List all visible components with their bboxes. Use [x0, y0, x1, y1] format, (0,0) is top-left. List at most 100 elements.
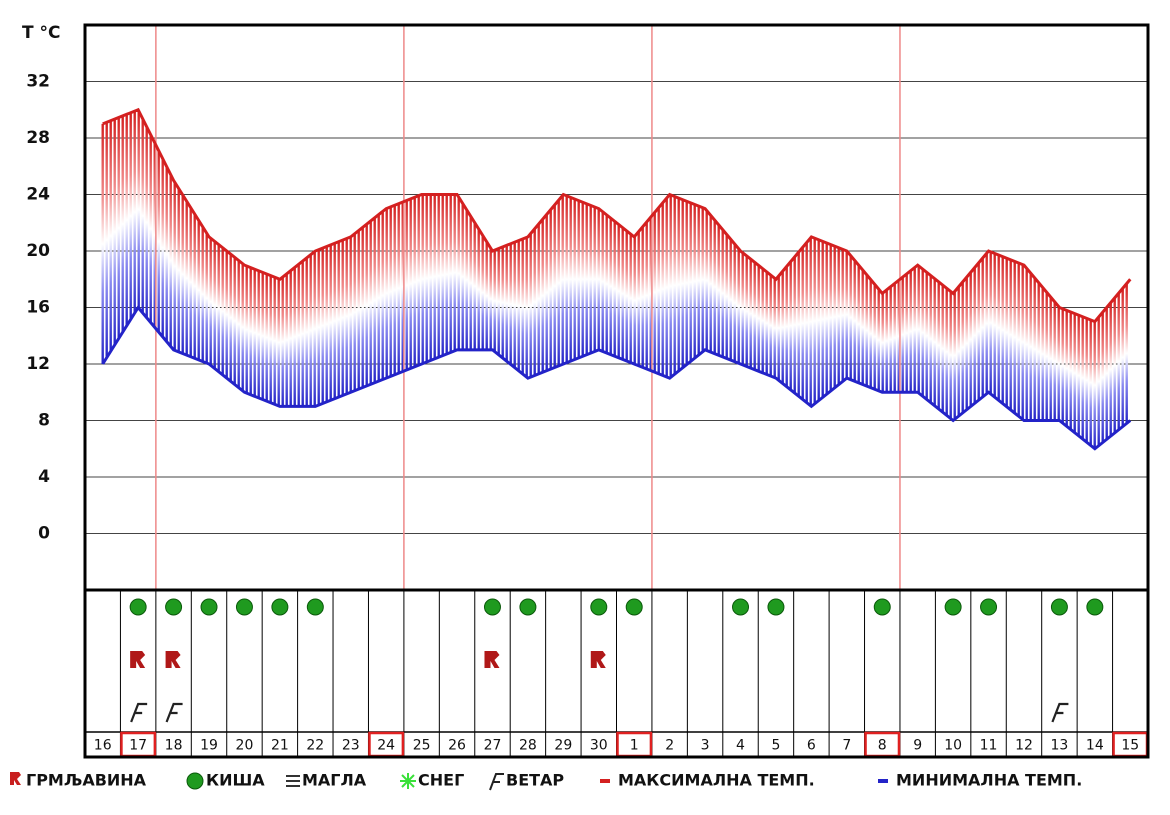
band-stripe — [401, 202, 404, 372]
band-stripe — [265, 274, 268, 402]
date-label: 19 — [200, 738, 218, 754]
band-stripe — [101, 123, 104, 364]
band-stripe — [121, 115, 124, 333]
band-stripe — [845, 250, 848, 379]
band-stripe — [837, 247, 840, 385]
band-stripe — [285, 273, 288, 407]
band-stripe — [925, 272, 928, 400]
band-stripe — [581, 202, 584, 357]
band-stripe — [877, 289, 880, 391]
band-stripe — [789, 261, 792, 390]
band-stripe — [693, 204, 696, 359]
date-label: 15 — [1121, 738, 1139, 754]
rain-icon — [590, 598, 608, 616]
band-stripe — [753, 262, 756, 370]
band-stripe — [321, 248, 324, 404]
band-stripe — [1073, 313, 1076, 433]
band-stripe — [353, 233, 356, 391]
band-stripe — [993, 253, 996, 398]
rain-icon — [306, 598, 324, 616]
band-stripe — [893, 283, 896, 393]
band-stripe — [933, 278, 936, 406]
band-stripe — [701, 207, 704, 352]
band-stripe — [1053, 301, 1056, 421]
band-stripe — [493, 250, 496, 352]
band-stripe — [853, 260, 856, 382]
band-stripe — [273, 277, 276, 405]
band-stripe — [841, 249, 844, 382]
band-stripe — [989, 251, 992, 394]
band-stripe — [961, 281, 964, 413]
band-stripe — [485, 241, 488, 350]
band-stripe — [977, 262, 980, 401]
band-stripe — [153, 142, 156, 328]
band-stripe — [577, 200, 580, 358]
band-stripe — [797, 252, 800, 397]
thunder-icon — [10, 772, 21, 785]
band-stripe — [849, 255, 852, 380]
date-label: 10 — [944, 738, 962, 754]
band-stripe — [629, 234, 632, 363]
band-stripe — [1077, 315, 1080, 436]
band-stripe — [793, 256, 796, 394]
band-stripe — [617, 224, 620, 358]
band-stripe — [721, 229, 724, 357]
band-stripe — [529, 233, 532, 378]
band-stripe — [625, 230, 628, 362]
band-stripe — [349, 236, 352, 393]
band-stripe — [725, 234, 728, 359]
band-stripe — [205, 233, 208, 364]
band-stripe — [969, 272, 972, 407]
rain-icon — [200, 598, 218, 616]
band-stripe — [237, 260, 240, 388]
legend-rain: КИША — [206, 771, 265, 790]
band-stripe — [645, 221, 648, 369]
band-stripe — [337, 241, 340, 398]
y-tick-label: 8 — [38, 411, 50, 431]
date-label: 21 — [271, 738, 289, 754]
band-stripe — [773, 278, 776, 378]
date-label: 7 — [842, 738, 851, 754]
band-stripe — [433, 194, 436, 359]
band-stripe — [129, 112, 132, 320]
band-stripe — [909, 270, 912, 393]
band-stripe — [737, 248, 740, 364]
band-stripe — [685, 201, 688, 365]
date-label: 23 — [342, 738, 360, 754]
band-stripe — [461, 203, 464, 350]
band-stripe — [369, 220, 372, 385]
band-stripe — [533, 228, 536, 376]
band-stripe — [229, 254, 232, 382]
band-stripe — [905, 273, 908, 393]
date-label: 12 — [1015, 738, 1033, 754]
temperature-line — [102, 107, 1132, 324]
band-stripe — [885, 289, 888, 393]
legend-label: МИНИМАЛНА ТЕМП. — [896, 771, 1082, 790]
band-stripe — [589, 205, 592, 354]
band-stripe — [881, 293, 884, 393]
date-label: 25 — [413, 738, 431, 754]
band-stripe — [549, 209, 552, 370]
rain-icon — [625, 598, 643, 616]
band-stripe — [501, 246, 504, 359]
band-stripe — [633, 236, 636, 365]
band-stripe — [385, 208, 388, 378]
date-label: 18 — [165, 738, 183, 754]
wind-icon — [1051, 702, 1069, 723]
legend-fog: МАГЛА — [302, 771, 367, 790]
rain-icon — [129, 598, 147, 616]
snow-icon — [400, 773, 416, 789]
y-tick-label: 32 — [26, 72, 50, 92]
band-stripe — [297, 264, 300, 407]
date-label: 30 — [590, 738, 608, 754]
band-stripe — [301, 261, 304, 407]
band-stripe — [1089, 319, 1092, 446]
band-stripe — [673, 196, 676, 375]
band-stripe — [801, 247, 804, 400]
band-stripe — [193, 214, 196, 359]
band-stripe — [1001, 256, 1004, 404]
band-stripe — [929, 275, 932, 403]
band-stripe — [769, 275, 772, 377]
band-stripe — [145, 126, 148, 318]
frame — [83, 23, 1150, 759]
